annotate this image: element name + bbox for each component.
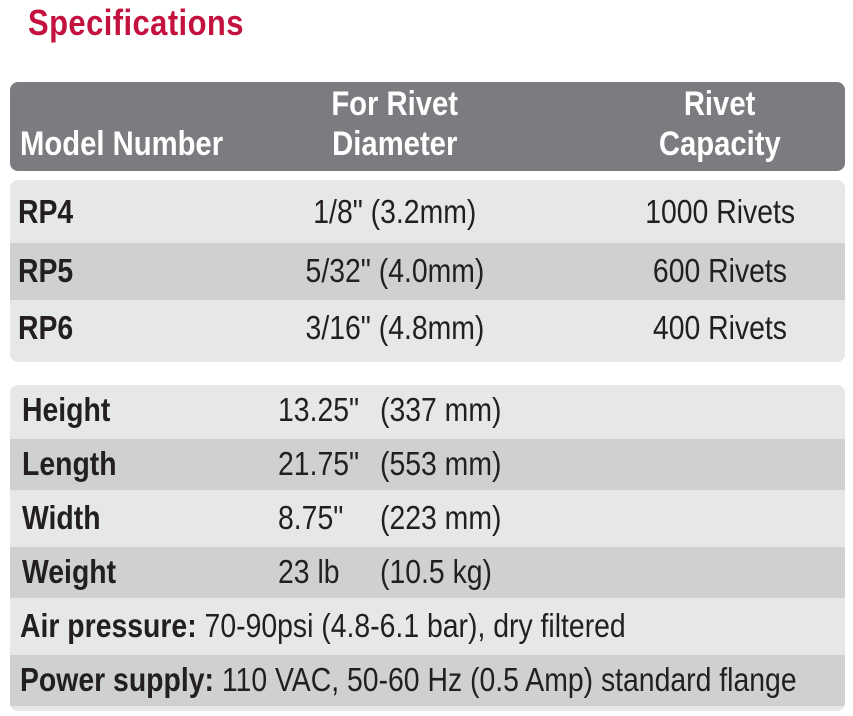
page-title: Specifications [28, 2, 244, 43]
dimension-label: Length [22, 445, 117, 482]
air-pressure-value: 70-90psi (4.8-6.1 bar), dry filtered [196, 607, 626, 644]
rivet-capacity: 600 Rivets [652, 252, 788, 289]
header-diameter-line1: For Rivet [331, 85, 459, 123]
dimension-metric: (553 mm) [380, 445, 502, 482]
header-capacity-line2: Capacity [659, 125, 781, 163]
dimension-imperial: 21.75" [278, 445, 360, 482]
dimension-imperial: 13.25" [278, 391, 360, 428]
air-pressure: Air pressure: 70-90psi (4.8-6.1 bar), dr… [20, 606, 724, 646]
dimension-row-length: Length 21.75" (553 mm) [10, 439, 845, 490]
dimension-metric: (10.5 kg) [380, 553, 493, 590]
dimension-row-width: Width 8.75" (223 mm) [10, 493, 845, 544]
dimension-row-height: Height 13.25" (337 mm) [10, 385, 845, 436]
dimension-label: Width [22, 499, 101, 536]
header-model: Model Number [20, 125, 224, 163]
model-number: RP5 [18, 252, 74, 289]
table-header: Model Number For Rivet Diameter Rivet Ca… [10, 82, 845, 171]
table-row: RP6 3/16" (4.8mm) 400 Rivets [10, 300, 845, 357]
power-supply: Power supply: 110 VAC, 50-60 Hz (0.5 Amp… [20, 660, 845, 700]
table-row: RP5 5/32" (4.0mm) 600 Rivets [10, 243, 845, 300]
power-supply-row: Power supply: 110 VAC, 50-60 Hz (0.5 Amp… [10, 655, 845, 706]
dimension-metric: (337 mm) [380, 391, 502, 428]
header-diameter-line2: Diameter [332, 125, 458, 163]
model-number: RP6 [18, 309, 74, 346]
power-supply-label: Power supply: [20, 661, 214, 698]
dimension-label: Weight [22, 553, 117, 590]
dimension-label: Height [22, 391, 111, 428]
air-pressure-label: Air pressure: [20, 607, 197, 644]
power-supply-value: 110 VAC, 50-60 Hz (0.5 Amp) standard fla… [213, 661, 797, 698]
rivet-capacity: 1000 Rivets [645, 193, 795, 230]
rivet-diameter: 1/8" (3.2mm) [313, 193, 477, 230]
dimension-imperial: 8.75" [278, 499, 344, 536]
dimension-metric: (223 mm) [380, 499, 502, 536]
header-capacity: Rivet Capacity [610, 84, 830, 164]
model-number: RP4 [18, 193, 74, 230]
header-diameter: For Rivet Diameter [280, 84, 510, 164]
table-row: RP4 1/8" (3.2mm) 1000 Rivets [10, 184, 845, 241]
dimensions-table: Height 13.25" (337 mm) Length 21.75" (55… [10, 385, 845, 711]
model-table: RP4 1/8" (3.2mm) 1000 Rivets RP5 5/32" (… [10, 180, 845, 362]
air-pressure-row: Air pressure: 70-90psi (4.8-6.1 bar), dr… [10, 601, 845, 652]
rivet-diameter: 3/16" (4.8mm) [305, 309, 485, 346]
header-capacity-line1: Rivet [684, 85, 756, 123]
dimension-row-weight: Weight 23 lb (10.5 kg) [10, 547, 845, 598]
rivet-capacity: 400 Rivets [652, 309, 788, 346]
dimension-imperial: 23 lb [278, 553, 340, 590]
rivet-diameter: 5/32" (4.0mm) [305, 252, 485, 289]
